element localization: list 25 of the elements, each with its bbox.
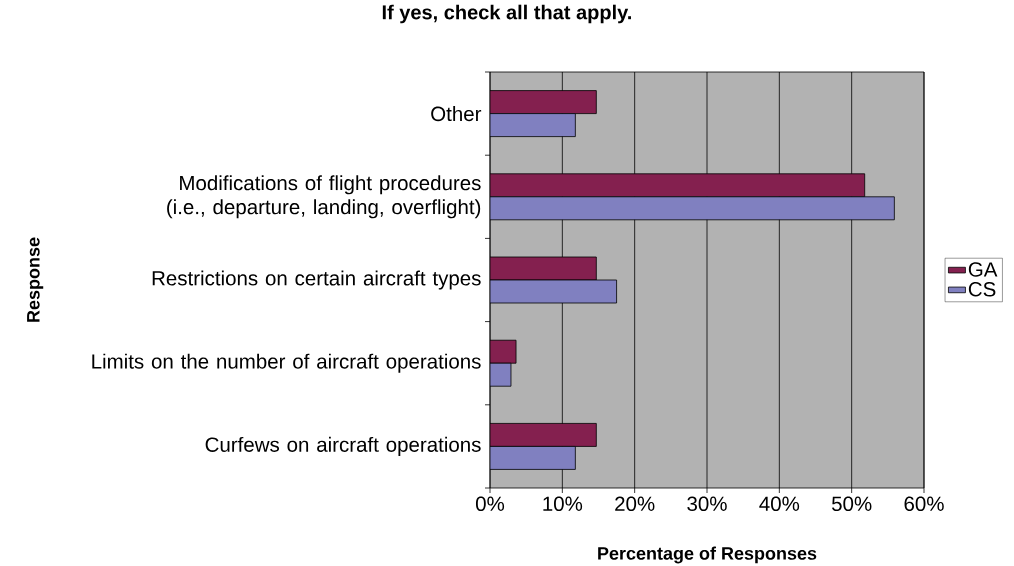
legend-label: GA: [968, 262, 998, 277]
y-axis-title: Response: [27, 237, 44, 322]
bar: [490, 423, 597, 447]
y-tick-label: Other: [431, 106, 482, 122]
bar: [490, 173, 866, 198]
y-tick-label: Limits on the number of aircraft operations: [92, 353, 481, 373]
y-tick-label: Modifications of flight procedures (i.e., departure, landing, overflight): [167, 175, 481, 219]
y-tick-label: Restrictions on certain aircraft types: [152, 270, 481, 290]
bar: [490, 279, 617, 304]
legend-label: CS: [968, 282, 996, 297]
x-tick-label: 30%: [687, 496, 727, 512]
bar: [490, 113, 576, 137]
bar: [490, 256, 597, 281]
x-axis-title: Percentage of Responses: [598, 546, 817, 564]
x-tick-label: 0%: [475, 496, 505, 512]
x-tick-label: 20%: [615, 496, 655, 512]
bar: [490, 446, 576, 470]
bar: [490, 196, 895, 221]
x-tick-label: 60%: [904, 496, 944, 512]
x-tick-label: 10%: [543, 496, 583, 512]
x-tick-label: 50%: [831, 496, 872, 512]
x-tick-label: 40%: [759, 496, 800, 512]
y-tick-label: Curfews on aircraft operations: [205, 436, 481, 456]
bar: [490, 90, 597, 114]
chart-title: If yes, check all that apply.: [382, 4, 631, 24]
